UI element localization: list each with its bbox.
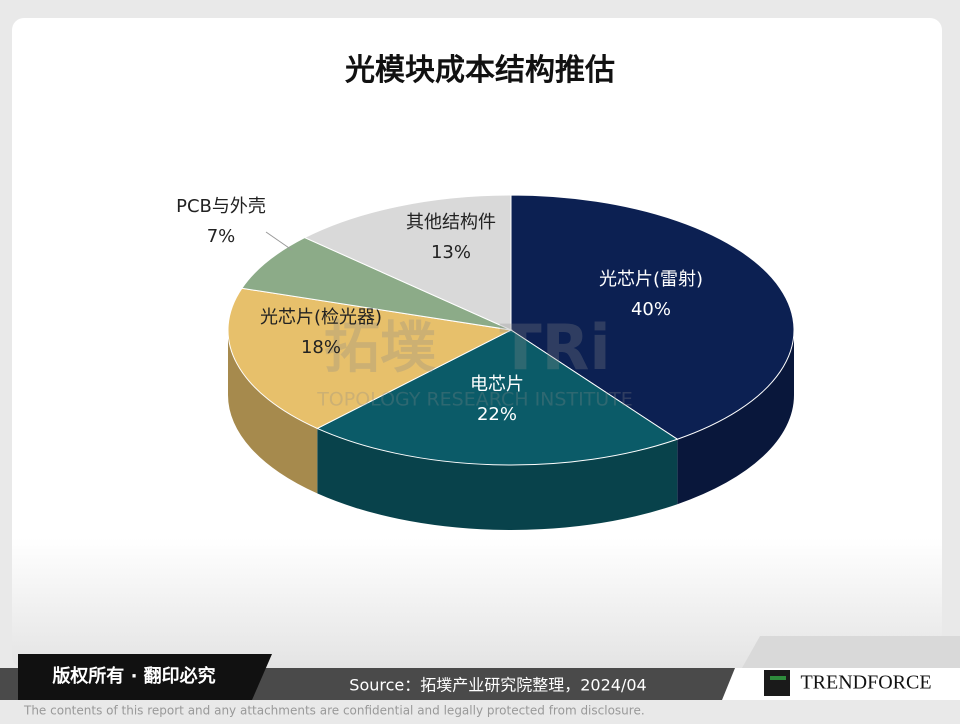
value-label: 22% [477, 404, 517, 425]
slice [303, 194, 512, 331]
slice [240, 237, 512, 331]
value-label: 40% [631, 299, 671, 320]
slice-label: 电芯片 [470, 374, 524, 395]
copyright: 版权所有 · 翻印必究 [52, 665, 215, 687]
pie [227, 194, 795, 530]
source: Source：拓墣产业研究院整理，2024/04 [349, 676, 646, 695]
slice [227, 287, 513, 429]
slice [316, 329, 679, 466]
watermark: 拓墣 TRi TOPOLOGY RESEARCH INSTITUTE [316, 311, 633, 410]
slice-label: PCB与外壳 [176, 196, 266, 217]
slice-label: 光芯片(检光器) [260, 307, 382, 328]
brand-icon [764, 670, 790, 696]
copyright-bg [18, 654, 272, 700]
slice-side [317, 428, 678, 530]
watermark-mark: TRi [499, 311, 610, 384]
slice-label: 其他结构件 [406, 212, 496, 233]
value-label: 13% [431, 242, 471, 263]
watermark-name: TOPOLOGY RESEARCH INSTITUTE [316, 389, 633, 411]
brand: TRENDFORCE [800, 672, 931, 694]
brand-strip [742, 636, 960, 668]
labels: 光芯片(雷射) 40% 电芯片 22% 光芯片(检光器) 18% PCB与外壳 7% 其他结构件… [176, 196, 703, 425]
brand-icon-stripe [770, 676, 786, 680]
slice-side [228, 330, 318, 494]
watermark-logo: 拓墣 [324, 316, 436, 381]
value-label: 7% [207, 226, 236, 247]
chart-title: 光模块成本结构推估 [345, 53, 615, 88]
slice-side [677, 330, 794, 505]
disclaimer: The contents of this report and any atta… [23, 704, 645, 718]
leader-line [265, 231, 293, 251]
slice-label: 光芯片(雷射) [599, 269, 703, 290]
slice [510, 194, 795, 440]
value-label: 18% [301, 337, 341, 358]
